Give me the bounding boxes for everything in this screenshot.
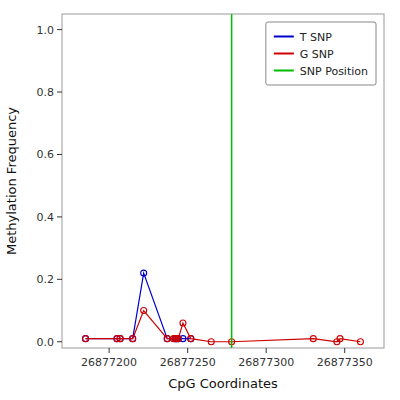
- legend-label: G SNP: [300, 48, 334, 61]
- x-tick-label: 26877200: [81, 356, 137, 369]
- point: [208, 339, 214, 345]
- point: [141, 270, 147, 276]
- x-axis-label: CpG Coordinates: [168, 376, 278, 391]
- point: [164, 336, 170, 342]
- x-tick-label: 26877300: [238, 356, 294, 369]
- x-tick-label: 26877350: [317, 356, 373, 369]
- point: [357, 339, 363, 345]
- point: [310, 336, 316, 342]
- legend: T SNP G SNP SNP Position: [266, 22, 376, 85]
- y-tick: [57, 341, 62, 342]
- y-tick: [57, 29, 62, 30]
- y-axis-label: Methylation Frequency: [4, 107, 19, 255]
- point: [175, 336, 181, 342]
- x-tick: [344, 348, 345, 353]
- legend-swatch: [274, 53, 294, 55]
- point: [83, 336, 89, 342]
- x-tick: [109, 348, 110, 353]
- point: [337, 336, 343, 342]
- y-tick-label: 0.6: [37, 148, 55, 161]
- y-tick: [57, 92, 62, 93]
- x-tick: [187, 348, 188, 353]
- point: [117, 336, 123, 342]
- series-line: [86, 311, 361, 342]
- point: [141, 308, 147, 314]
- y-tick: [57, 279, 62, 280]
- point: [180, 320, 186, 326]
- legend-swatch: [274, 70, 294, 72]
- y-tick-label: 1.0: [37, 24, 55, 37]
- legend-swatch: [274, 36, 294, 38]
- series-line: [86, 273, 191, 339]
- point: [130, 336, 136, 342]
- x-tick-label: 26877250: [160, 356, 216, 369]
- y-tick-label: 0.8: [37, 86, 55, 99]
- y-tick-label: 0.0: [37, 336, 55, 349]
- legend-label: T SNP: [299, 31, 332, 44]
- snp-line: [231, 14, 233, 348]
- y-tick: [57, 154, 62, 155]
- chart: 26877200 26877250 26877300 26877350 0.0 0.2 0.…: [0, 0, 400, 400]
- point: [188, 336, 194, 342]
- plot-frame: [62, 14, 384, 348]
- y-tick: [57, 216, 62, 217]
- y-tick-label: 0.4: [37, 211, 55, 224]
- y-tick-label: 0.2: [37, 273, 55, 286]
- legend-label: SNP Position: [300, 65, 368, 78]
- x-tick: [266, 348, 267, 353]
- legend-box: [266, 22, 376, 85]
